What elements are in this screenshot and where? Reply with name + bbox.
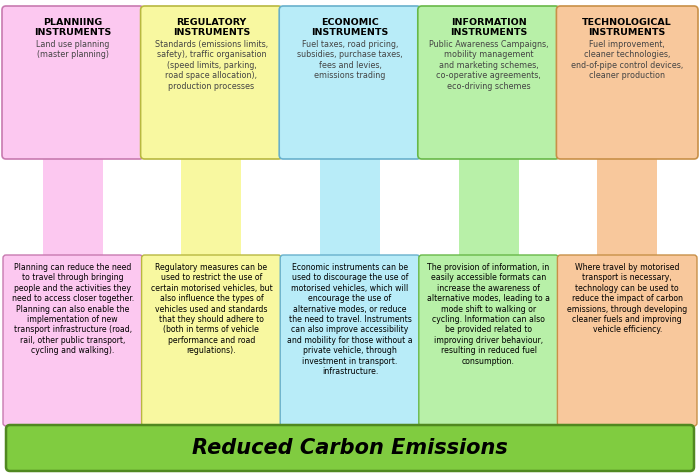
FancyBboxPatch shape	[279, 6, 421, 159]
Text: Planning can reduce the need
to travel through bringing
people and the activitie: Planning can reduce the need to travel t…	[12, 263, 134, 355]
FancyBboxPatch shape	[6, 425, 694, 471]
Text: Where travel by motorised
transport is necessary,
technology can be used to
redu: Where travel by motorised transport is n…	[567, 263, 687, 334]
Polygon shape	[430, 423, 547, 427]
Polygon shape	[291, 423, 409, 427]
FancyBboxPatch shape	[419, 255, 559, 426]
FancyBboxPatch shape	[141, 255, 281, 426]
Text: INFORMATION
INSTRUMENTS: INFORMATION INSTRUMENTS	[450, 18, 527, 37]
Text: Regulatory measures can be
used to restrict the use of
certain motorised vehicle: Regulatory measures can be used to restr…	[150, 263, 272, 355]
FancyBboxPatch shape	[557, 255, 697, 426]
FancyBboxPatch shape	[556, 6, 698, 159]
FancyBboxPatch shape	[141, 6, 282, 159]
Polygon shape	[597, 155, 657, 258]
Polygon shape	[458, 155, 519, 258]
Text: Fuel taxes, road pricing,
subsidies, purchase taxes,
fees and levies,
emissions : Fuel taxes, road pricing, subsidies, pur…	[298, 40, 402, 80]
Text: TECHNOLOGICAL
INSTRUMENTS: TECHNOLOGICAL INSTRUMENTS	[582, 18, 672, 37]
Text: Economic instruments can be
used to discourage the use of
motorised vehicles, wh: Economic instruments can be used to disc…	[287, 263, 413, 376]
FancyBboxPatch shape	[418, 6, 559, 159]
Text: Reduced Carbon Emissions: Reduced Carbon Emissions	[192, 438, 508, 458]
Polygon shape	[43, 155, 103, 258]
FancyBboxPatch shape	[280, 255, 420, 426]
Text: Public Awareness Campaigns,
mobility management
and marketing schemes,
co-operat: Public Awareness Campaigns, mobility man…	[429, 40, 548, 91]
Text: REGULATORY
INSTRUMENTS: REGULATORY INSTRUMENTS	[173, 18, 250, 37]
Polygon shape	[14, 423, 132, 427]
Text: PLANNIING
INSTRUMENTS: PLANNIING INSTRUMENTS	[34, 18, 111, 37]
FancyBboxPatch shape	[2, 6, 143, 159]
Polygon shape	[320, 155, 380, 258]
Polygon shape	[153, 423, 270, 427]
Text: The provision of information, in
easily accessible formats can
increase the awar: The provision of information, in easily …	[427, 263, 550, 366]
Text: Standards (emissions limits,
safety), traffic organisation
(speed limits, parkin: Standards (emissions limits, safety), tr…	[155, 40, 268, 91]
Polygon shape	[181, 155, 242, 258]
Text: Land use planning
(master planning): Land use planning (master planning)	[36, 40, 109, 60]
FancyBboxPatch shape	[3, 255, 143, 426]
Text: Fuel improvement,
cleaner technologies,
end-of-pipe control devices,
cleaner pro: Fuel improvement, cleaner technologies, …	[571, 40, 683, 80]
Text: ECONOMIC
INSTRUMENTS: ECONOMIC INSTRUMENTS	[312, 18, 388, 37]
Polygon shape	[568, 423, 686, 427]
